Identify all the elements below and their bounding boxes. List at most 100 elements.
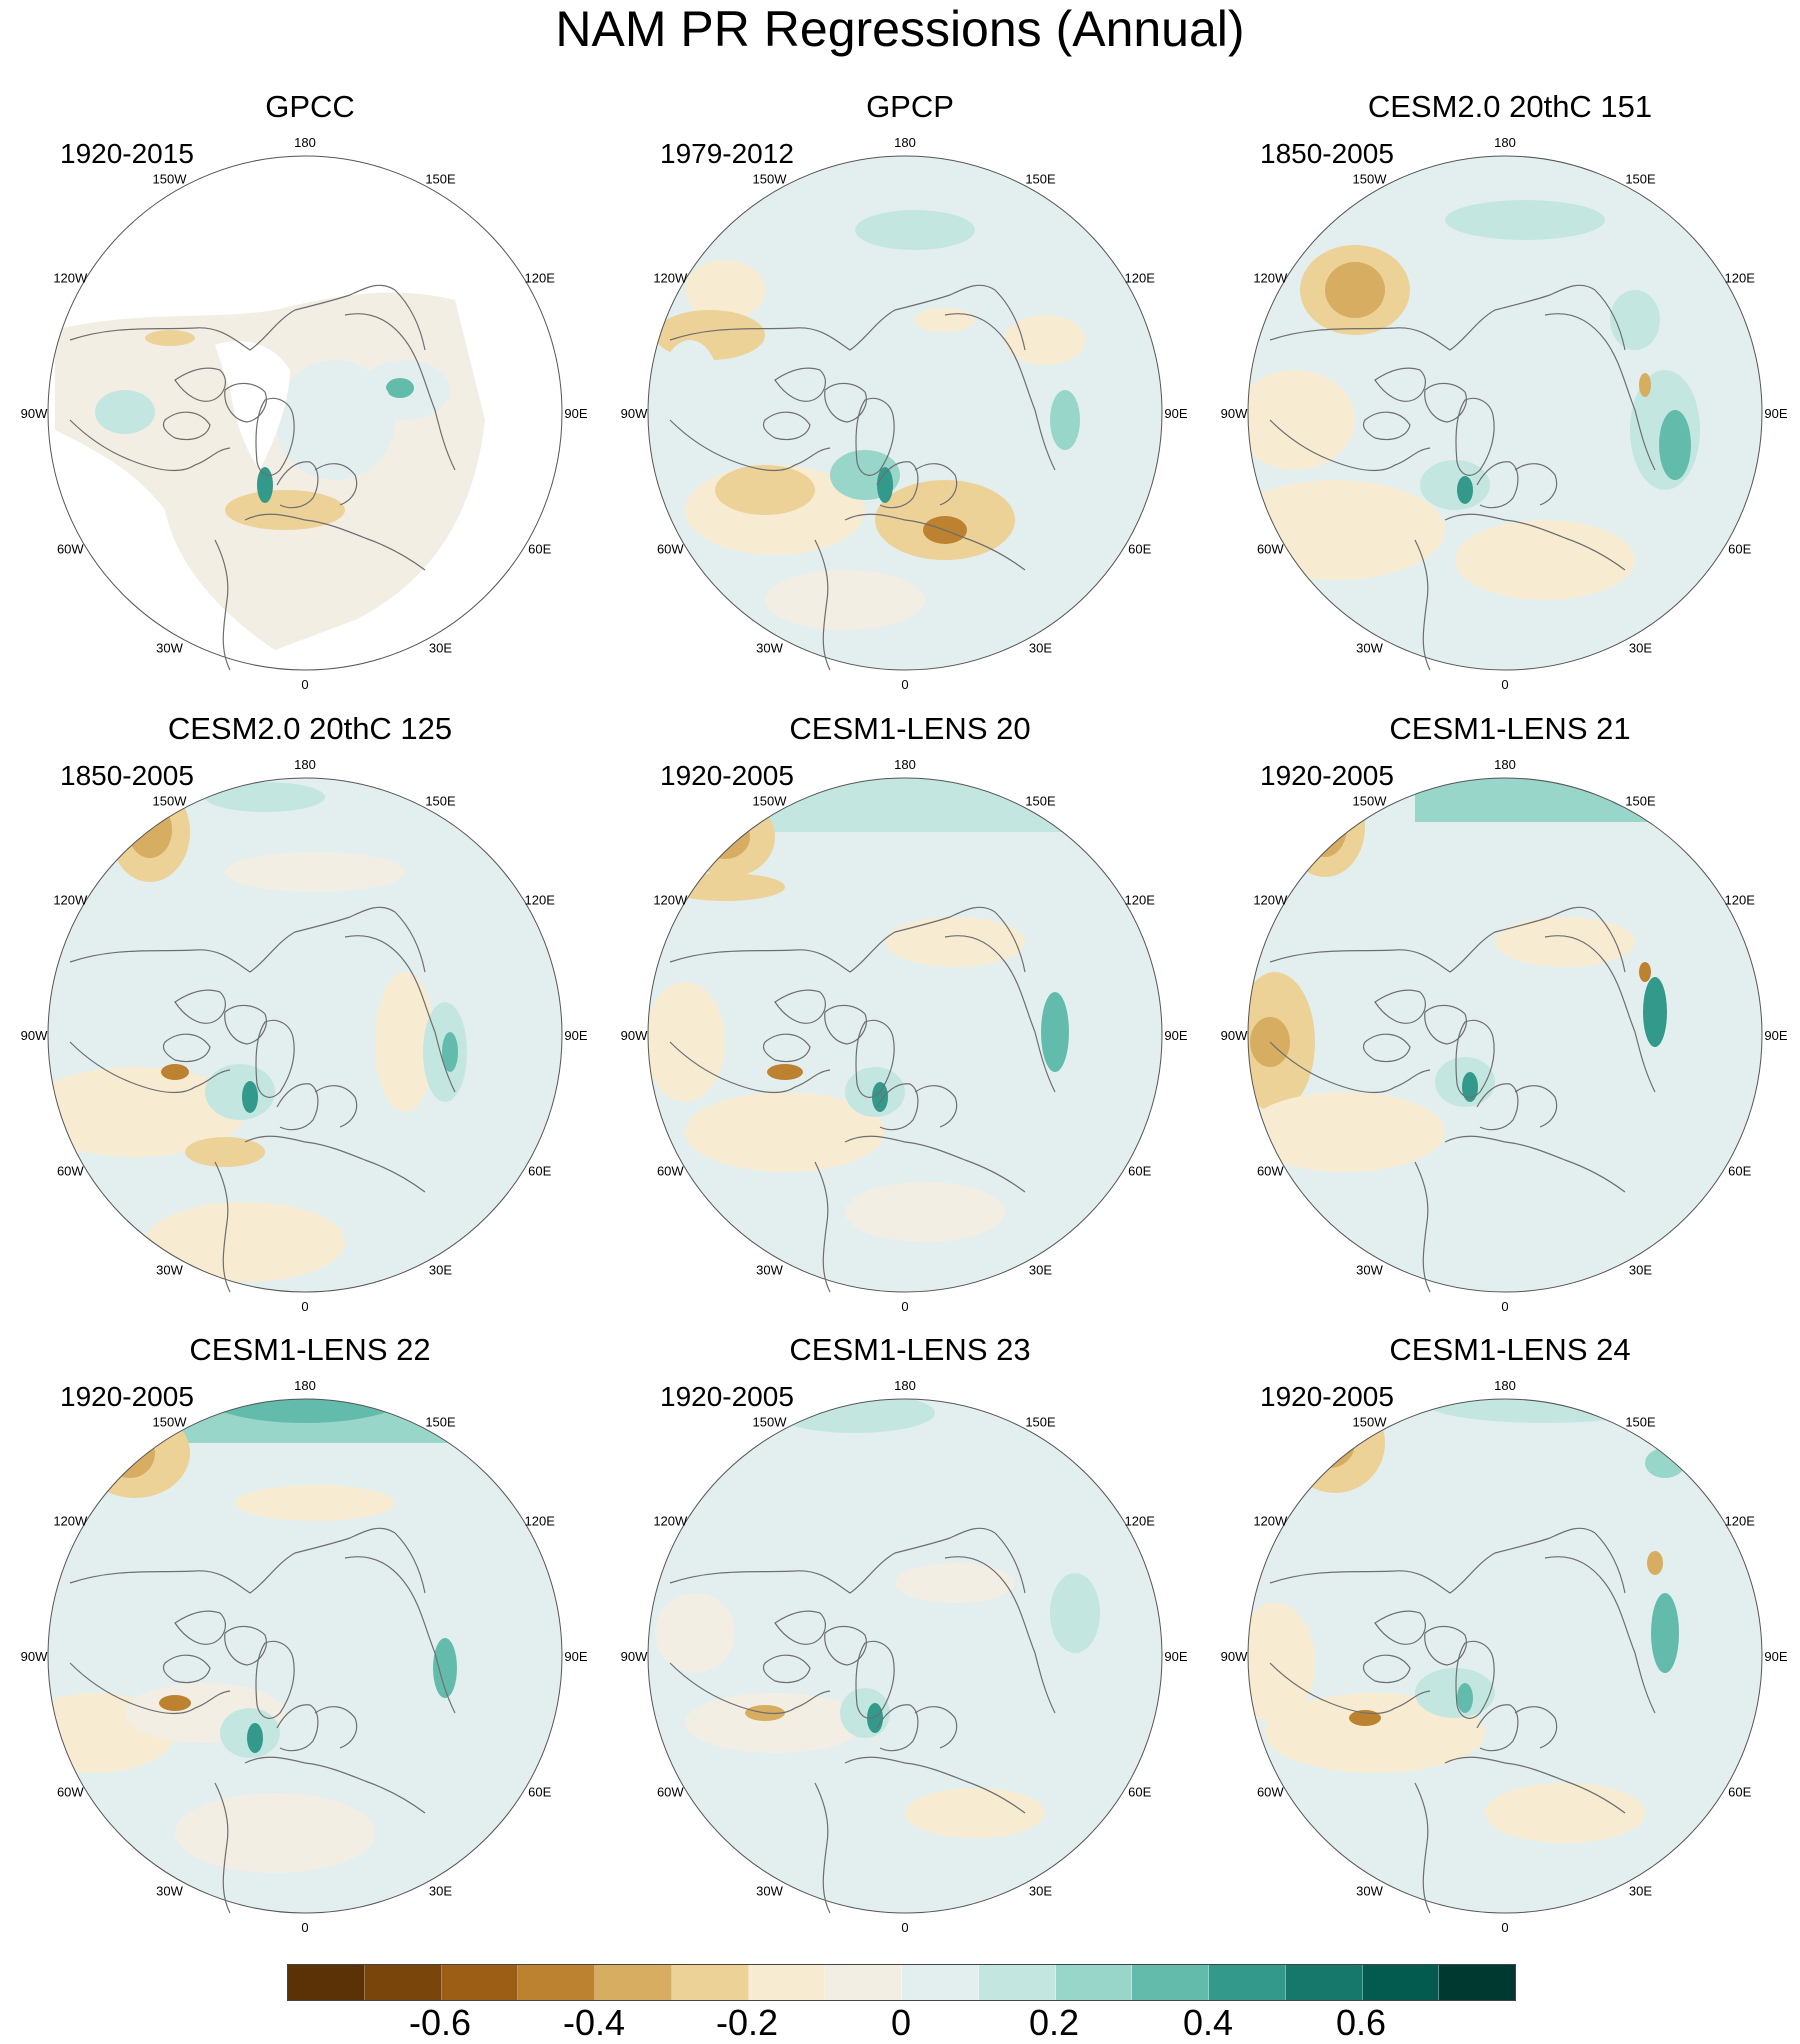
polar-map: 180 150E 120E 90E 60E 30E 0 30W 60W 90W 120W 150W [1221, 135, 1788, 690]
anomaly-region [1445, 200, 1605, 240]
map-panel-lens-20: CESM1-LENS 20 1920-2005 180 150E 120E 90E 60… [615, 712, 1205, 1313]
longitude-label: 60E [528, 542, 551, 557]
longitude-label: 120W [1253, 1514, 1288, 1529]
longitude-label: 90W [21, 1028, 48, 1043]
coastline [1594, 289, 1626, 351]
coastline [944, 1556, 1056, 1714]
coastline [876, 1083, 919, 1131]
longitude-label: 30E [429, 641, 452, 656]
anomaly-region [660, 340, 720, 440]
coastline [394, 911, 426, 973]
longitude-label: 150E [425, 793, 456, 808]
coastline [244, 1756, 426, 1814]
coastline [1444, 1756, 1626, 1814]
map-panel-lens-23: CESM1-LENS 23 1920-2005 180 150E 120E 90E 60… [615, 1333, 1205, 1934]
longitude-label: 0 [1501, 677, 1508, 690]
anomaly-region [855, 210, 975, 250]
coastline [174, 367, 226, 402]
longitude-label: 30W [756, 1884, 783, 1899]
longitude-label: 150E [1625, 171, 1656, 186]
panel-years: 1920-2005 [660, 1381, 794, 1412]
longitude-label: 90E [1164, 1649, 1187, 1664]
longitude-label: 120E [1725, 1514, 1756, 1529]
coastline [814, 1161, 831, 1293]
coastline [762, 1033, 811, 1063]
coastline [1362, 411, 1411, 441]
coastline [1414, 539, 1431, 671]
coastline [855, 1019, 895, 1098]
map-panel-cesm2-125: CESM2.0 20thC 125 1850-2005 180 150E 120E 9… [15, 712, 605, 1313]
colorbar-tick: -0.6 [408, 2002, 472, 2043]
longitude-label: 30E [1629, 641, 1652, 656]
colorbar-swatch [364, 1965, 442, 2000]
anomaly-region [845, 1182, 1005, 1242]
colorbar-swatch [595, 1965, 672, 2000]
coastline [1455, 1019, 1495, 1098]
coastline [314, 1706, 358, 1749]
coastline [224, 1625, 267, 1666]
coastline [394, 1532, 426, 1594]
anomaly-region [1285, 1399, 1385, 1493]
anomaly-region [1248, 480, 1445, 580]
panel-title: CESM2.0 20thC 151 [1367, 89, 1653, 124]
longitude-label: 120W [53, 271, 88, 286]
colorbar-swatch [825, 1965, 902, 2000]
longitude-label: 90E [564, 1028, 587, 1043]
anomaly-region [1457, 476, 1473, 504]
panel-years: 1920-2005 [60, 1381, 194, 1412]
anomaly-region [1639, 373, 1651, 397]
anomaly-region [1485, 1783, 1645, 1843]
colorbar-tick: 0.6 [1335, 2002, 1387, 2043]
anomaly-region [765, 778, 1065, 832]
coastline [1374, 367, 1426, 402]
colorbar-tick: 0.2 [1028, 2002, 1080, 2043]
longitude-label: 90E [1764, 1028, 1787, 1043]
longitude-label: 60E [1728, 1164, 1751, 1179]
coastline [1455, 1640, 1495, 1719]
longitude-label: 120E [1725, 893, 1756, 908]
colorbar-tick: -0.2 [715, 2002, 779, 2043]
longitude-label: 180 [894, 1378, 916, 1393]
longitude-label: 120W [53, 1514, 88, 1529]
coastline [162, 1654, 211, 1684]
longitude-label: 60W [1257, 542, 1284, 557]
longitude-label: 60W [1257, 1785, 1284, 1800]
longitude-label: 180 [294, 757, 316, 772]
longitude-label: 90W [1221, 1028, 1248, 1043]
anomaly-region [1050, 1573, 1100, 1653]
polar-map: 180 150E 120E 90E 60E 30E 0 30W 60W 90W 120W 150W [21, 757, 588, 1312]
anomaly-region [700, 815, 750, 859]
longitude-label: 0 [901, 677, 908, 690]
map-panel-lens-21: CESM1-LENS 21 1920-2005 180 150E 120E 90E 60… [1215, 712, 1800, 1313]
coastline [1374, 989, 1426, 1024]
polar-map: 180 150E 120E 90E 60E 30E 0 30W 60W 90W 120W 150W [621, 1378, 1188, 1933]
anomaly-region [1248, 370, 1355, 470]
coastline [876, 461, 919, 509]
coastline [1414, 1161, 1431, 1293]
anomaly-region [715, 465, 815, 515]
longitude-label: 90E [564, 1649, 587, 1664]
longitude-label: 150W [153, 793, 188, 808]
coastline [1514, 1085, 1558, 1128]
longitude-label: 150E [1625, 793, 1656, 808]
anomaly-region [685, 260, 765, 320]
polar-map: 180 150E 120E 90E 60E 30E 0 30W 60W 90W 120W 150W [621, 757, 1188, 1312]
anomaly-region [1651, 1593, 1679, 1673]
longitude-label: 120E [1125, 271, 1156, 286]
longitude-label: 30W [1356, 641, 1383, 656]
coastline [344, 1556, 456, 1714]
coastline [762, 411, 811, 441]
colorbar [287, 1964, 1516, 2001]
anomaly-region [95, 390, 155, 434]
coastline [844, 1135, 1026, 1193]
longitude-label: 150W [753, 1414, 788, 1429]
longitude-label: 150E [1625, 1414, 1656, 1429]
coastline [944, 313, 1056, 471]
anomaly-region [655, 1593, 735, 1673]
longitude-label: 180 [1494, 135, 1516, 150]
coastline [1269, 1662, 1431, 1714]
coastline [1455, 397, 1495, 476]
longitude-label: 60W [57, 1164, 84, 1179]
panel-years: 1850-2005 [60, 760, 194, 791]
coastline [1424, 382, 1467, 423]
